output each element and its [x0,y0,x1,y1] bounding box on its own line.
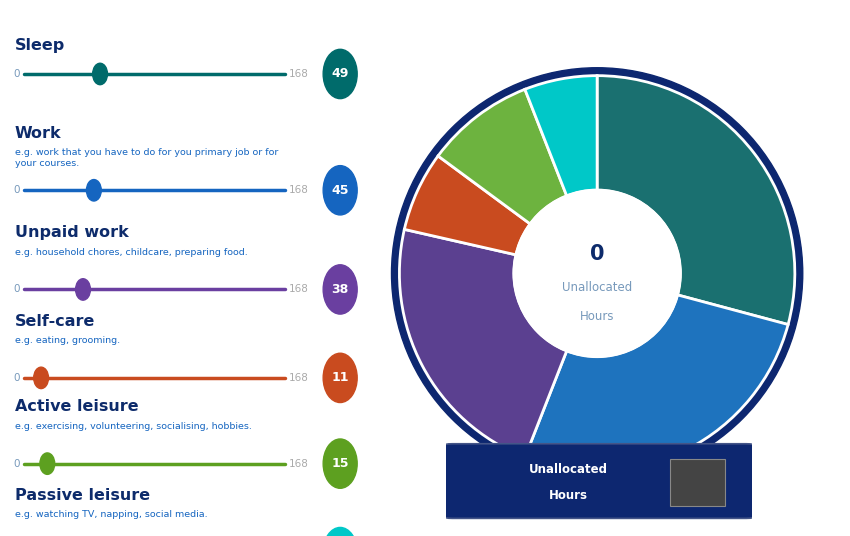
Circle shape [93,63,107,85]
Text: Unpaid work: Unpaid work [14,225,128,240]
Circle shape [76,279,90,300]
Circle shape [87,180,101,201]
Text: 38: 38 [332,283,348,296]
FancyBboxPatch shape [670,459,725,506]
Circle shape [40,453,54,474]
Text: 0: 0 [13,185,20,195]
Text: Hours: Hours [549,488,588,502]
Circle shape [34,367,48,389]
Text: 168: 168 [289,185,309,195]
Text: Sleep: Sleep [14,38,65,53]
Circle shape [513,189,681,358]
Text: e.g. household chores, childcare, preparing food.: e.g. household chores, childcare, prepar… [14,248,247,257]
Text: Unallocated: Unallocated [530,463,608,476]
Circle shape [323,527,357,536]
Text: 168: 168 [289,459,309,468]
Circle shape [392,68,802,479]
Text: 168: 168 [289,285,309,294]
Text: 49: 49 [332,68,348,80]
Text: 11: 11 [332,371,348,384]
Text: 168: 168 [289,69,309,79]
Text: e.g. watching TV, napping, social media.: e.g. watching TV, napping, social media. [14,510,207,519]
Wedge shape [405,156,530,255]
Text: 0: 0 [13,285,20,294]
Circle shape [323,49,357,99]
Circle shape [323,265,357,314]
Text: e.g. exercising, volunteering, socialising, hobbies.: e.g. exercising, volunteering, socialisi… [14,422,252,431]
Circle shape [323,166,357,215]
Text: e.g. eating, grooming.: e.g. eating, grooming. [14,336,120,345]
Text: 0: 0 [590,243,604,264]
Wedge shape [597,76,795,324]
Text: Self-care: Self-care [14,314,95,329]
Wedge shape [400,229,567,457]
Text: Passive leisure: Passive leisure [14,488,150,503]
FancyBboxPatch shape [443,444,756,518]
Text: Work: Work [14,126,61,141]
Wedge shape [525,295,788,471]
Text: 45: 45 [332,184,348,197]
Text: Unallocated: Unallocated [562,281,632,294]
Text: 168: 168 [289,373,309,383]
Text: e.g. work that you have to do for you primary job or for
your courses.: e.g. work that you have to do for you pr… [14,148,278,168]
Circle shape [383,60,811,487]
Text: 15: 15 [332,457,348,470]
Text: 0: 0 [13,69,20,79]
Text: Active leisure: Active leisure [14,399,139,414]
Text: 0: 0 [13,459,20,468]
Text: 0: 0 [13,373,20,383]
Wedge shape [438,90,567,224]
Circle shape [323,439,357,488]
Text: Hours: Hours [580,310,615,323]
Wedge shape [525,76,598,196]
Circle shape [323,353,357,403]
